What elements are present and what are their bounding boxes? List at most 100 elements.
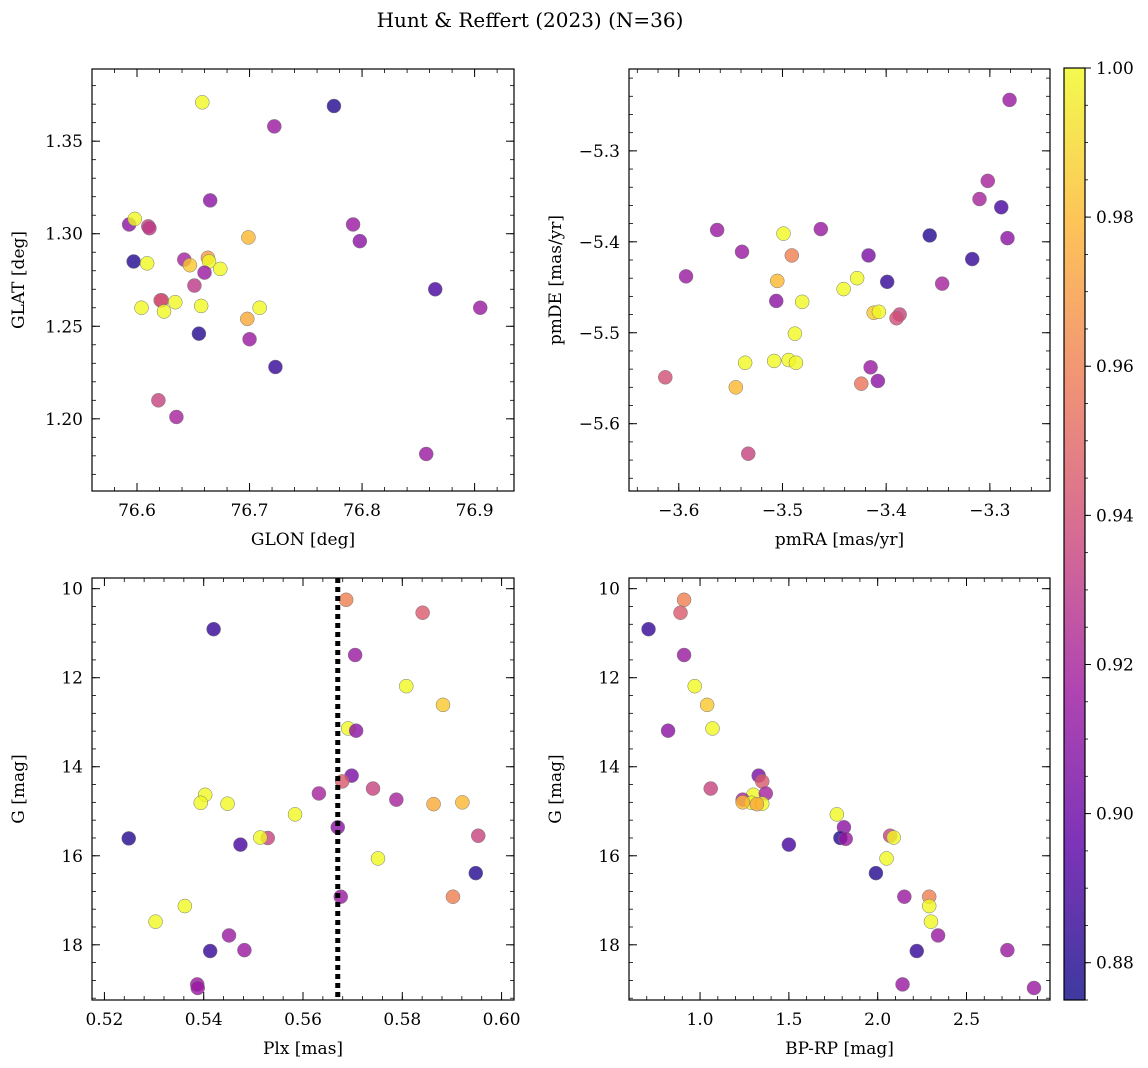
x-tick-label: −3.4 [866,501,907,521]
data-point [676,647,692,663]
data-point [168,294,183,310]
data-point [370,851,386,866]
x-axis-label: pmRA [mas/yr] [775,530,904,550]
data-point [678,269,694,284]
data-points [658,92,1017,461]
data-point [813,221,829,237]
colorbar: 0.88 0.90 0.92 0.94 0.96 0.98 1.00 [1063,59,1134,1001]
data-point [389,792,404,807]
data-point [240,311,255,327]
data-point [849,270,865,286]
data-point [838,831,853,847]
y-tick-label: 14 [61,758,83,778]
data-point [127,211,143,227]
x-axis-label: BP-RP [mag] [785,1039,894,1059]
data-point [197,265,212,280]
data-point [676,592,692,608]
x-axis-label: Plx [mas] [263,1039,343,1059]
data-point [233,837,248,852]
x-tick-label: 76.7 [231,501,269,521]
data-point [781,837,797,852]
data-point [728,380,744,395]
x-tick-label: 2.0 [864,1010,891,1030]
data-points [121,592,486,996]
data-point [326,98,342,114]
data-point [879,274,895,290]
x-tick-label: 0.60 [483,1010,521,1030]
data-point [139,256,155,271]
data-point [352,233,368,249]
data-point [169,409,184,425]
data-point [861,248,876,263]
data-point [1002,92,1017,108]
data-point [922,228,937,243]
colorbar-tick-label: 0.98 [1096,208,1134,228]
x-tick-label: 0.54 [185,1010,223,1030]
colorbar-gradient [1064,68,1085,1000]
data-point [769,293,784,309]
y-tick-label: 18 [61,936,83,956]
data-point [151,393,166,408]
data-points [121,95,488,462]
colorbar-tick-label: 1.00 [1096,59,1134,79]
data-point [868,865,884,881]
y-axis-label: G [mag] [546,754,566,823]
data-point [854,376,869,391]
x-tick-label: −3.5 [762,501,803,521]
data-point [699,697,715,713]
data-point [741,446,756,461]
data-point [365,781,381,796]
data-point [472,300,488,316]
data-point [267,119,282,134]
data-point [435,697,451,713]
figure-title: Hunt & Reffert (2023) (N=36) [377,8,684,32]
data-point [794,294,810,310]
y-tick-label: 14 [598,758,620,778]
y-tick-label: 10 [61,580,83,600]
y-tick-label: −5.3 [579,142,620,162]
parallax-magnitude-panel: 0.52 0.54 0.56 0.58 0.60 10 12 14 16 18 Plx [mas] G… [9,577,521,1059]
y-tick-label: 1.25 [45,317,83,337]
data-point [156,304,172,319]
data-point [399,678,414,694]
data-point [889,310,904,326]
x-tick-label: 2.5 [953,1010,980,1030]
x-tick-label: 1.0 [687,1010,714,1030]
colorbar-tick-label: 0.92 [1096,655,1134,675]
data-point [347,647,363,663]
y-tick-label: −5.6 [579,415,620,435]
data-point [427,282,443,297]
data-point [177,898,193,914]
data-point [191,326,207,341]
y-tick-label: −5.4 [579,233,620,253]
y-tick-label: 18 [598,936,620,956]
data-point [658,370,673,385]
data-point [220,796,235,811]
data-point [134,300,149,316]
color-magnitude-panel: 1.0 1.5 2.0 2.5 10 12 14 16 18 BP-RP [mag] G [mag] [546,577,1051,1059]
glon-glat-panel: 76.6 76.7 76.8 76.9 1.20 1.25 1.30 1.35 GLON [de… [9,68,515,550]
data-point [923,914,939,929]
data-point [886,830,901,845]
data-point [268,359,283,375]
data-point [182,257,198,273]
data-point [703,781,718,796]
data-point [142,220,157,236]
y-tick-label: 12 [598,669,620,689]
colorbar-tick-label: 0.88 [1096,954,1134,974]
data-point [252,300,267,316]
y-axis-label: pmDE [mas/yr] [546,215,566,345]
data-point [1000,942,1015,958]
data-point [897,889,912,904]
data-point [242,331,257,347]
data-point [770,273,785,289]
y-tick-label: 1.30 [45,225,83,245]
data-point [705,721,720,736]
x-tick-label: 76.6 [118,501,156,521]
data-point [418,446,434,462]
data-point [836,281,851,297]
x-tick-label: 0.58 [383,1010,421,1030]
data-point [788,355,804,371]
data-point [348,723,364,738]
